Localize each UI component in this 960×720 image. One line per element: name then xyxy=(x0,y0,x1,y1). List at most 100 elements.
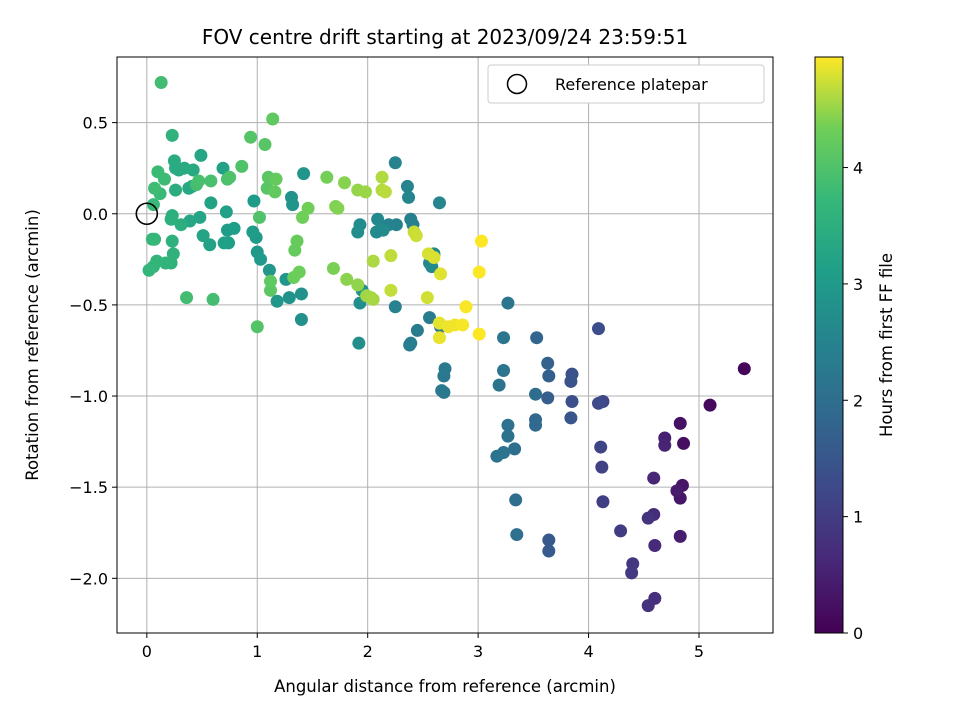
scatter-point xyxy=(737,362,751,376)
scatter-point xyxy=(592,322,606,336)
colorbar: 0 1 2 3 4 Hours from first FF file xyxy=(814,56,896,643)
colorbar-ticks: 0 1 2 3 4 xyxy=(843,159,863,643)
y-axis-ticks: −2.0 −1.5 −1.0 −0.5 0.0 0.5 xyxy=(69,114,117,588)
scatter-point xyxy=(596,495,610,509)
scatter-point xyxy=(435,384,449,398)
scatter-point xyxy=(432,196,446,210)
scatter-point xyxy=(351,278,365,292)
scatter-point xyxy=(673,529,687,543)
scatter-point xyxy=(594,440,608,454)
scatter-point xyxy=(492,378,506,392)
y-tick-label: −1.0 xyxy=(69,387,108,406)
scatter-point xyxy=(252,210,266,224)
scatter-point xyxy=(497,331,511,345)
scatter-point xyxy=(384,283,398,297)
scatter-point xyxy=(204,174,218,188)
scatter-point xyxy=(290,234,304,248)
scatter-point xyxy=(529,387,543,401)
scatter-point xyxy=(269,172,283,186)
scatter-point xyxy=(423,311,437,325)
scatter-point xyxy=(219,205,233,219)
scatter-point xyxy=(658,438,672,452)
legend-marker-icon xyxy=(506,73,528,95)
scatter-point xyxy=(677,436,691,450)
scatter-point xyxy=(270,294,284,308)
scatter-point xyxy=(193,210,207,224)
scatter-point xyxy=(206,292,220,306)
scatter-point xyxy=(250,320,264,334)
scatter-point xyxy=(378,185,392,199)
colorbar-tick-label: 4 xyxy=(853,159,863,178)
scatter-point xyxy=(165,234,179,248)
y-tick-label: −0.5 xyxy=(69,296,108,315)
scatter-point xyxy=(541,391,555,405)
scatter-point xyxy=(542,533,556,547)
scatter-point xyxy=(216,161,230,175)
x-tick-label: 0 xyxy=(142,642,152,661)
scatter-point xyxy=(266,112,280,126)
scatter-point xyxy=(509,493,523,507)
scatter-point xyxy=(254,252,268,266)
scatter-point xyxy=(294,312,308,326)
grid xyxy=(117,57,773,633)
scatter-point xyxy=(410,323,424,337)
scatter-point xyxy=(204,196,218,210)
colorbar-label: Hours from first FF file xyxy=(877,253,896,437)
y-tick-label: 0.0 xyxy=(83,205,108,224)
scatter-point xyxy=(174,218,188,232)
colorbar-tick-label: 0 xyxy=(853,624,863,643)
reference-marker-layer xyxy=(135,202,159,226)
scatter-point xyxy=(438,362,452,376)
scatter-point xyxy=(409,229,423,243)
scatter-point xyxy=(167,154,181,168)
scatter-point xyxy=(375,170,389,184)
scatter-point xyxy=(384,249,398,263)
y-axis-label: Rotation from reference (arcmin) xyxy=(23,209,42,481)
scatter-point xyxy=(340,272,354,286)
scatter-point xyxy=(217,236,231,250)
scatter-point xyxy=(434,267,448,281)
scatter-point xyxy=(501,296,515,310)
scatter-point xyxy=(247,194,261,208)
scatter-point xyxy=(246,225,260,239)
scatter-point xyxy=(292,265,306,279)
scatter-point xyxy=(497,364,511,378)
y-tick-label: −1.5 xyxy=(69,478,108,497)
scatter-point xyxy=(595,460,609,474)
y-tick-label: 0.5 xyxy=(83,114,108,133)
scatter-point xyxy=(268,185,282,199)
scatter-point xyxy=(320,170,334,184)
scatter-point xyxy=(331,201,345,215)
x-tick-label: 1 xyxy=(252,642,262,661)
scatter-point xyxy=(388,156,402,170)
scatter-point xyxy=(474,234,488,248)
scatter-point xyxy=(459,300,473,314)
scatter-point xyxy=(510,528,524,542)
scatter-point xyxy=(223,170,237,184)
scatter-point xyxy=(169,183,183,197)
x-axis-label: Angular distance from reference (arcmin) xyxy=(274,677,616,696)
scatter-point xyxy=(472,265,486,279)
scatter-point xyxy=(358,185,372,199)
scatter-point xyxy=(565,395,579,409)
scatter-point xyxy=(648,539,662,553)
scatter-point xyxy=(614,524,628,538)
scatter-point xyxy=(371,212,385,226)
scatter-point xyxy=(670,484,684,498)
scatter-point xyxy=(165,128,179,142)
legend-label: Reference platepar xyxy=(555,75,708,94)
scatter-point xyxy=(235,159,249,173)
x-tick-label: 2 xyxy=(363,642,373,661)
scatter-point xyxy=(420,291,434,305)
scatter-point xyxy=(154,76,168,90)
scatter-point xyxy=(530,331,544,345)
colorbar-tick-label: 3 xyxy=(853,275,863,294)
scatter-point xyxy=(180,291,194,305)
scatter-point xyxy=(542,544,556,558)
scatter-point xyxy=(647,471,661,485)
scatter-point xyxy=(244,130,258,144)
scatter-point xyxy=(164,212,178,226)
scatter-point xyxy=(641,599,655,613)
scatter-point xyxy=(542,369,556,383)
colorbar-tick-label: 2 xyxy=(853,391,863,410)
